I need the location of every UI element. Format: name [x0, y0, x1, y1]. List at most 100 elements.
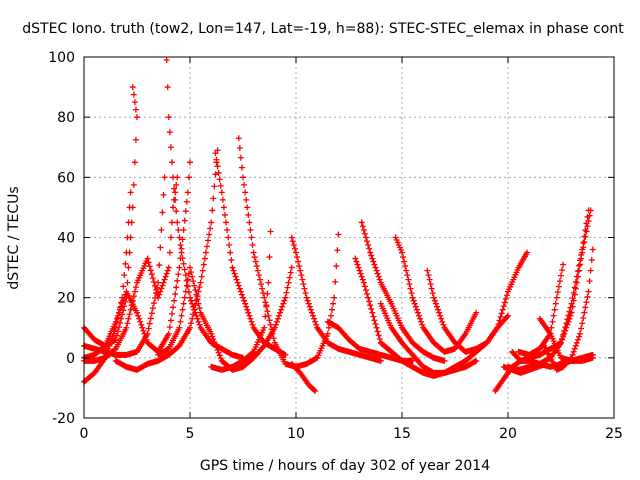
data-point [582, 226, 589, 233]
data-point [549, 318, 556, 325]
data-point [273, 318, 280, 325]
data-point [313, 321, 320, 328]
data-point [227, 249, 234, 256]
data-point [156, 262, 163, 269]
data-point [303, 294, 310, 301]
data-point [497, 313, 504, 320]
data-point [243, 303, 250, 310]
data-points [81, 57, 596, 394]
data-point [240, 294, 246, 301]
data-point [173, 284, 180, 291]
data-point [162, 273, 169, 280]
data-point [299, 276, 306, 283]
data-point [201, 255, 208, 262]
data-point [260, 344, 267, 351]
data-series [288, 234, 384, 364]
data-point [355, 264, 362, 271]
data-point [578, 251, 585, 258]
data-point [312, 387, 319, 394]
data-point [430, 294, 437, 301]
data-point [358, 273, 365, 280]
data-point [402, 263, 409, 270]
data-point [232, 273, 239, 280]
data-point [566, 308, 573, 315]
data-point [168, 310, 175, 317]
data-point [580, 314, 587, 321]
data-point [283, 289, 290, 296]
data-point [175, 271, 182, 278]
data-point [215, 169, 222, 176]
data-point [560, 261, 567, 268]
data-point [287, 269, 294, 276]
data-point [164, 84, 171, 91]
data-point [289, 238, 296, 245]
data-point [436, 309, 443, 316]
data-point [187, 264, 193, 271]
data-point [305, 300, 312, 307]
data-point [300, 281, 307, 288]
data-point [235, 282, 242, 289]
data-point [158, 285, 165, 292]
data-point [409, 294, 416, 301]
data-point [298, 272, 305, 279]
data-point [372, 264, 379, 271]
data-point [126, 204, 133, 211]
data-point [168, 159, 175, 166]
data-point [251, 254, 258, 261]
data-point [184, 283, 191, 290]
data-point [168, 219, 175, 226]
data-point [552, 300, 559, 307]
data-point [248, 318, 255, 325]
data-series [358, 219, 448, 364]
data-point [185, 174, 192, 181]
data-point [500, 303, 507, 310]
data-point [553, 294, 560, 301]
data-point [399, 249, 405, 256]
data-point [284, 284, 291, 291]
data-point [165, 330, 172, 337]
data-point [290, 242, 297, 249]
data-point [181, 217, 188, 224]
y-axis: -20 0 20 40 60 80 100 [48, 50, 614, 427]
data-point [147, 267, 154, 274]
data-point [361, 283, 368, 290]
data-point [359, 276, 366, 283]
data-point [226, 242, 233, 249]
data-series [424, 249, 531, 355]
data-point [262, 299, 269, 306]
data-point [241, 297, 248, 304]
data-point [330, 300, 337, 307]
data-point [202, 249, 209, 256]
data-point [261, 294, 268, 301]
data-point [375, 273, 382, 280]
data-point [361, 230, 368, 237]
data-point [131, 159, 138, 166]
data-point [581, 239, 588, 246]
data-point [260, 290, 267, 297]
data-point [190, 278, 197, 285]
data-point [569, 295, 576, 302]
data-point [440, 321, 447, 328]
data-point [170, 304, 177, 311]
data-point [212, 341, 219, 348]
data-point [246, 219, 253, 226]
data-point [411, 300, 418, 307]
data-point [181, 266, 188, 273]
data-point [435, 306, 442, 313]
data-point [247, 315, 254, 322]
data-point [127, 306, 134, 313]
x-axis: 0 5 10 15 20 25 [80, 57, 623, 442]
data-point [184, 189, 191, 196]
data-point [294, 254, 301, 261]
data-point [176, 234, 183, 241]
data-point [180, 260, 187, 267]
data-point [245, 309, 252, 316]
data-point [368, 252, 375, 259]
data-series [163, 57, 246, 361]
data-point [563, 320, 570, 327]
data-point [372, 320, 379, 327]
data-point [228, 257, 235, 264]
data-point [296, 263, 303, 270]
data-point [243, 196, 250, 203]
data-point [197, 279, 204, 286]
